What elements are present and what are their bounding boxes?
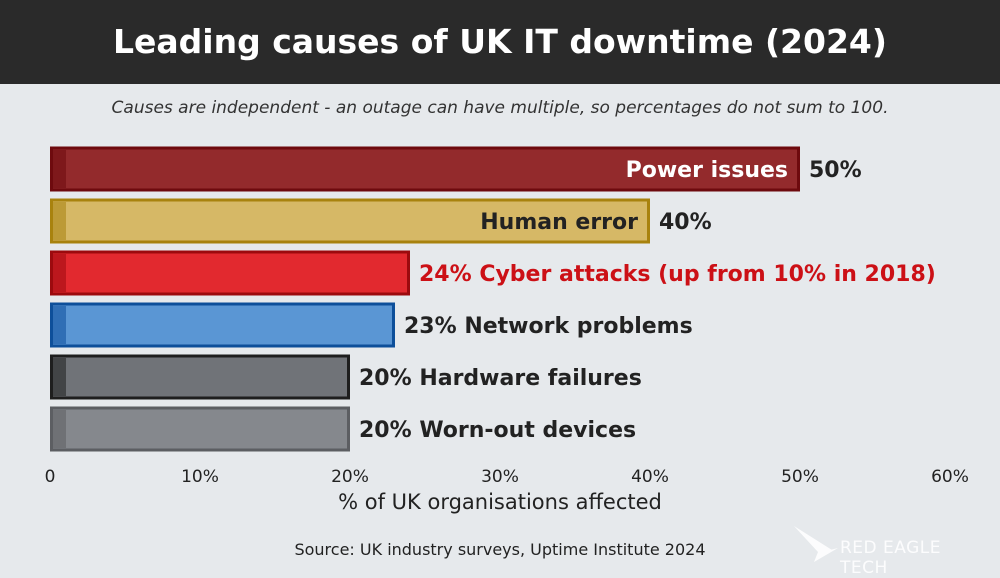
bar-edge: [53, 202, 66, 240]
bar-edge: [53, 410, 66, 448]
x-tick-label: 50%: [781, 467, 819, 487]
bar-edge: [53, 150, 66, 188]
logo-text: RED EAGLE TECH: [840, 538, 942, 578]
bar-label: 20% Worn-out devices: [359, 418, 636, 443]
x-tick-label: 0: [45, 467, 56, 487]
bar: [50, 146, 800, 192]
bar-label: Power issues: [626, 158, 788, 183]
bar: [50, 250, 410, 296]
bar-label: 24% Cyber attacks (up from 10% in 2018): [419, 262, 936, 287]
red-eagle-tech-logo: RED EAGLE TECH: [792, 522, 992, 578]
x-tick-label: 30%: [481, 467, 519, 487]
bar: [50, 302, 395, 348]
bar-label: 20% Hardware failures: [359, 366, 642, 391]
value-label: 50%: [809, 158, 862, 183]
x-tick-label: 20%: [331, 467, 369, 487]
x-tick-label: 60%: [931, 467, 969, 487]
bar-label: Human error: [480, 210, 638, 235]
bar: [50, 198, 650, 244]
value-label: 40%: [659, 210, 712, 235]
eagle-icon: [794, 526, 838, 562]
source-note: Source: UK industry surveys, Uptime Inst…: [294, 540, 706, 559]
bar-edge: [53, 358, 66, 396]
bar-edge: [53, 306, 66, 344]
bar-label: 23% Network problems: [404, 314, 693, 339]
chart-title: Leading causes of UK IT downtime (2024): [0, 0, 1000, 84]
bar: [50, 354, 350, 400]
x-tick-label: 10%: [181, 467, 219, 487]
x-tick-label: 40%: [631, 467, 669, 487]
bar: [50, 406, 350, 452]
chart-subtitle: Causes are independent - an outage can h…: [111, 98, 889, 118]
x-axis-label: % of UK organisations affected: [338, 490, 662, 514]
bar-edge: [53, 254, 66, 292]
